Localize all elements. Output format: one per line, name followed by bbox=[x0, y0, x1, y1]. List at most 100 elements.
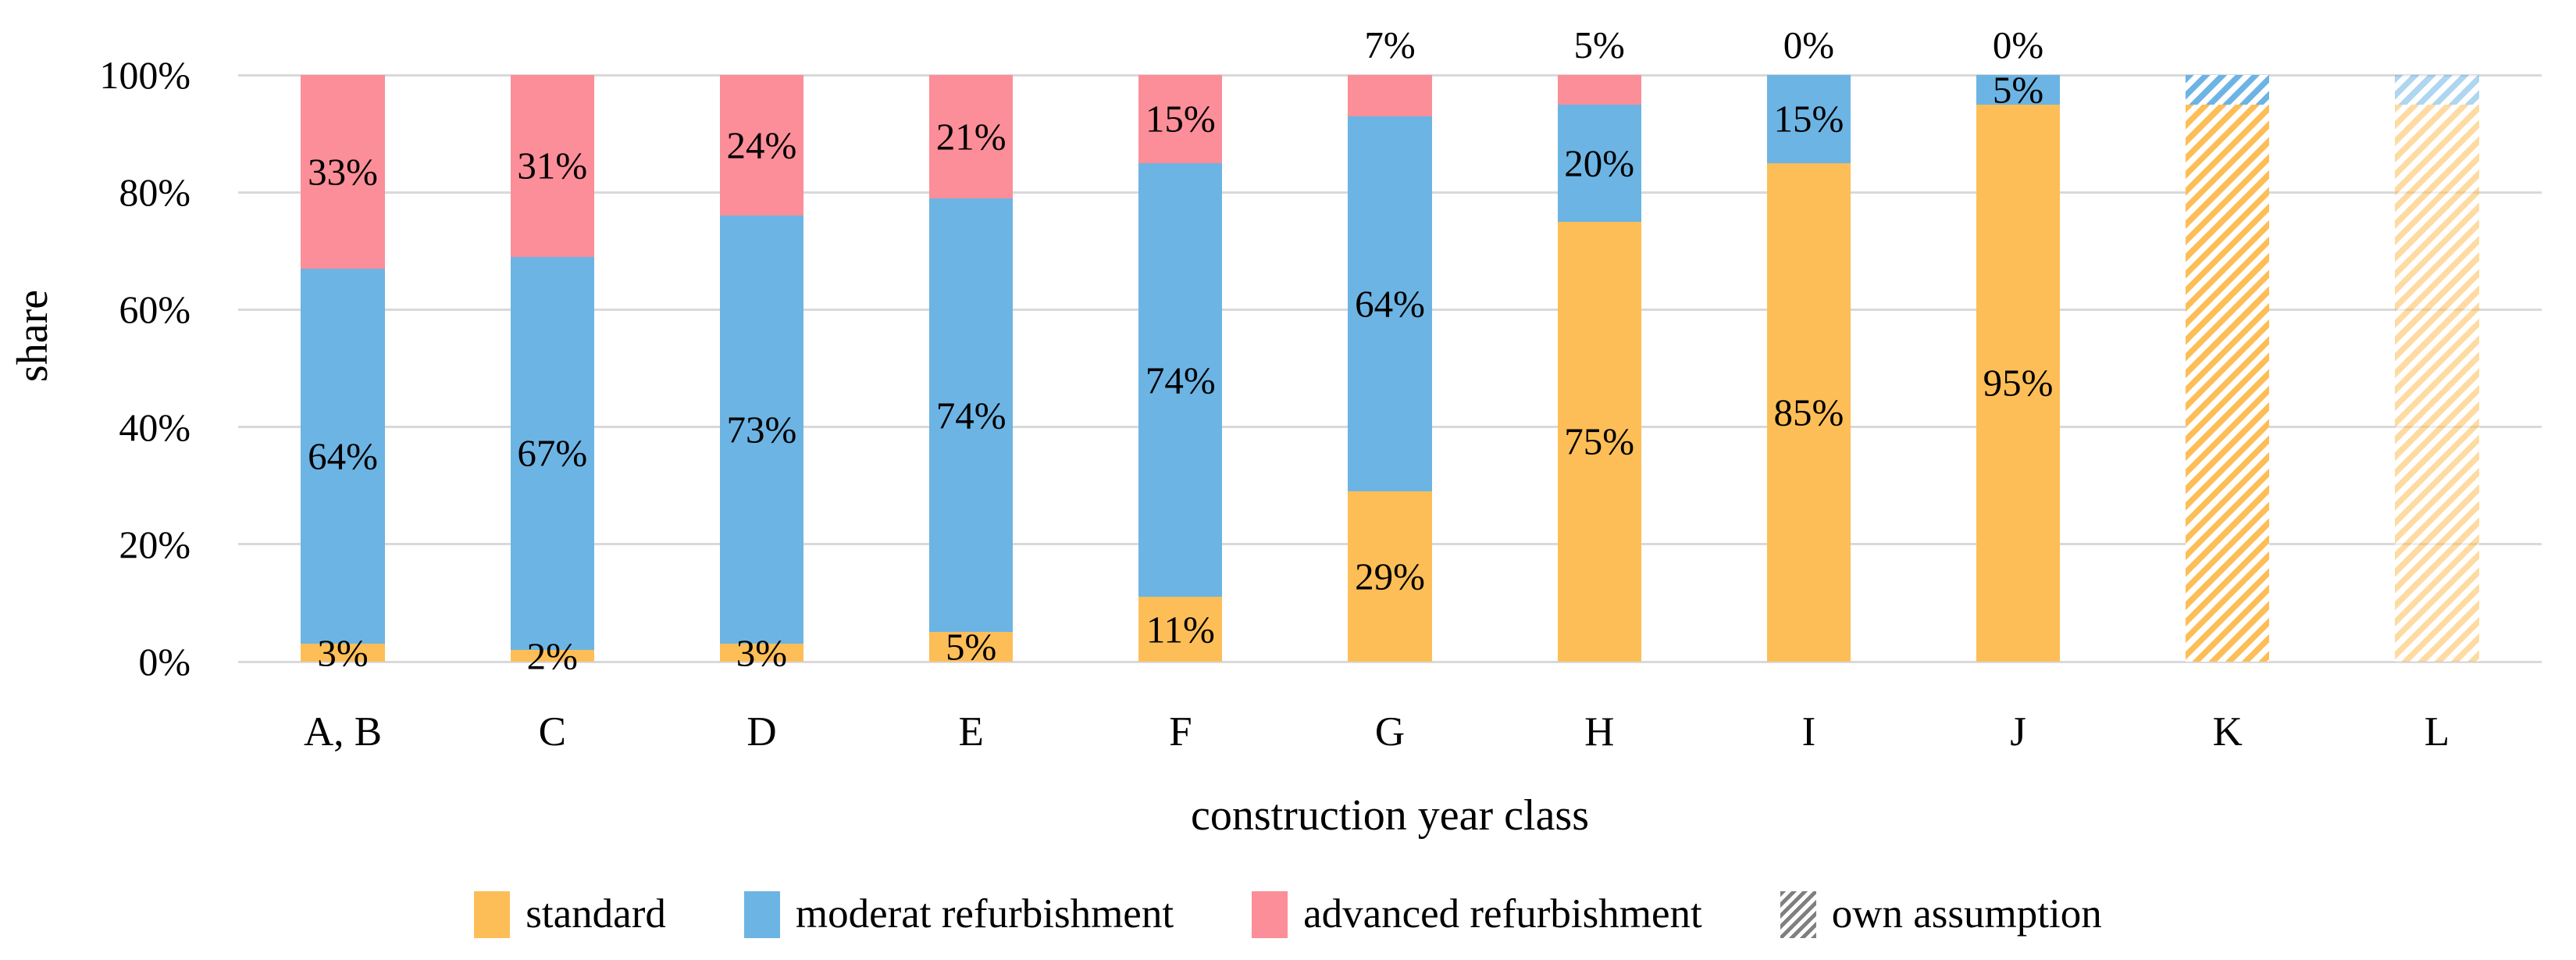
data-label-e-moderat: 74% bbox=[935, 394, 1007, 437]
bar-segment-i-moderat bbox=[1766, 75, 1851, 163]
data-label-i-standard: 85% bbox=[1773, 391, 1844, 434]
data-label-h-standard: 75% bbox=[1564, 419, 1635, 463]
x-tick-label-h: H bbox=[1584, 709, 1615, 755]
data-label-d-moderat: 73% bbox=[726, 408, 797, 451]
plot-area: 3% 64% 33% 2% 67% 31% 3% 73% 24% 5% 74% 21% 11% 74% 15… bbox=[238, 26, 2542, 675]
bar-slot: 29% 64% 7% bbox=[1285, 26, 1495, 662]
bar-segment-d-standard bbox=[719, 644, 804, 662]
bar-segment-e-advanced bbox=[929, 75, 1014, 198]
bar-segment-e-moderat bbox=[929, 198, 1014, 633]
data-label-f-advanced: 15% bbox=[1145, 97, 1216, 141]
bar-segment-f-standard bbox=[1138, 597, 1223, 662]
data-label-g-moderat: 64% bbox=[1355, 282, 1425, 326]
bar-slot bbox=[2332, 75, 2542, 662]
data-label-ab-advanced: 33% bbox=[308, 150, 379, 194]
bar-segment-g-advanced bbox=[1348, 75, 1432, 116]
bar-segment-f-moderat bbox=[1138, 162, 1223, 598]
bar-d bbox=[719, 75, 804, 662]
bar-slot: 2% 67% 31% bbox=[447, 75, 657, 675]
data-label-i-advanced: 0% bbox=[1783, 23, 1835, 66]
x-tick-label-d: D bbox=[746, 709, 777, 755]
bar-segment-e-standard bbox=[929, 632, 1014, 662]
bar-segment-l-moderat bbox=[2395, 75, 2479, 105]
x-tick-label-f: F bbox=[1169, 709, 1192, 755]
bar-segment-h-standard bbox=[1557, 221, 1641, 662]
data-label-g-standard: 29% bbox=[1355, 555, 1425, 598]
bar-i bbox=[1766, 75, 1851, 662]
data-label-j-standard: 95% bbox=[1983, 361, 2054, 405]
data-label-c-moderat: 67% bbox=[517, 431, 588, 475]
bar-segment-l-standard bbox=[2395, 104, 2479, 662]
data-label-f-moderat: 74% bbox=[1145, 359, 1216, 402]
x-tick-label-ab: A, B bbox=[304, 709, 383, 755]
bar-segment-j-standard bbox=[1976, 104, 2061, 662]
y-tick-label: 40% bbox=[119, 405, 191, 449]
bar-slot: 95% 5% 0% bbox=[1914, 26, 2123, 662]
data-label-h-moderat: 20% bbox=[1564, 141, 1635, 185]
x-axis-title-text: construction year class bbox=[1190, 791, 1590, 840]
legend: standard moderat refurbishment advanced re… bbox=[0, 881, 2576, 948]
bar-segment-h-moderat bbox=[1557, 104, 1641, 222]
data-label-e-advanced: 21% bbox=[935, 115, 1007, 159]
bar-slot: 5% 74% 21% bbox=[867, 75, 1076, 666]
legend-swatch-icon bbox=[1252, 890, 1288, 938]
bar-segment-d-advanced bbox=[719, 75, 804, 216]
bar-f bbox=[1138, 75, 1223, 662]
bar-k bbox=[2186, 75, 2270, 662]
y-tick-label: 20% bbox=[119, 522, 191, 566]
x-axis-title: construction year class bbox=[238, 790, 2542, 840]
legend-label: advanced refurbishment bbox=[1303, 891, 1702, 937]
bar-segment-g-standard bbox=[1348, 491, 1432, 662]
x-tick-label-i: I bbox=[1801, 709, 1816, 755]
bar-slot: 75% 20% 5% bbox=[1495, 26, 1704, 662]
bar-l bbox=[2395, 75, 2479, 662]
legend-swatch-icon bbox=[1780, 890, 1816, 938]
data-label-d-standard: 3% bbox=[736, 631, 788, 675]
legend-item-advanced: advanced refurbishment bbox=[1252, 890, 1702, 938]
data-label-c-standard: 2% bbox=[526, 634, 578, 677]
bar-segment-i-standard bbox=[1766, 162, 1851, 662]
bar-c bbox=[510, 75, 594, 662]
bar-g bbox=[1348, 75, 1432, 662]
legend-item-moderat: moderat refurbishment bbox=[743, 890, 1174, 938]
x-tick-label-g: G bbox=[1374, 709, 1406, 755]
bar-segment-k-moderat bbox=[2186, 75, 2270, 105]
legend-item-own-assumption: own assumption bbox=[1780, 890, 2102, 938]
data-label-f-standard: 11% bbox=[1145, 608, 1215, 651]
bar-segment-j-moderat bbox=[1976, 75, 2061, 105]
bar-h bbox=[1557, 75, 1641, 662]
legend-swatch-icon bbox=[474, 890, 511, 938]
bar-segment-ab-standard bbox=[301, 644, 385, 662]
y-tick-label: 80% bbox=[119, 170, 191, 215]
bar-segment-f-advanced bbox=[1138, 75, 1223, 163]
y-tick-label: 60% bbox=[119, 287, 191, 332]
gridline-100 bbox=[238, 73, 2542, 77]
legend-label: moderat refurbishment bbox=[795, 891, 1174, 937]
x-tick-label-c: C bbox=[538, 709, 566, 755]
bar-segment-ab-advanced bbox=[301, 75, 385, 269]
data-label-ab-standard: 3% bbox=[317, 631, 369, 675]
bar-slot: 85% 15% 0% bbox=[1704, 26, 1913, 662]
y-tick-label: 100% bbox=[99, 53, 191, 97]
bar-segment-g-moderat bbox=[1348, 116, 1432, 492]
bar-slot: 11% 74% 15% bbox=[1076, 75, 1285, 662]
bar-ab bbox=[301, 75, 385, 662]
gridline-0 bbox=[238, 660, 2542, 663]
bar-segment-c-advanced bbox=[510, 75, 594, 257]
x-tick-label-k: K bbox=[2212, 709, 2243, 755]
bar-e bbox=[929, 75, 1014, 662]
data-label-g-advanced: 7% bbox=[1364, 23, 1416, 66]
x-axis-labels: A, B C D E F G H I J K L bbox=[238, 703, 2542, 762]
data-label-ab-moderat: 64% bbox=[308, 434, 379, 478]
bar-slot: 3% 64% 33% bbox=[238, 75, 447, 672]
x-tick-label-l: L bbox=[2424, 709, 2450, 755]
data-label-h-advanced: 5% bbox=[1573, 23, 1625, 66]
data-label-i-moderat: 15% bbox=[1773, 97, 1844, 141]
bar-segment-c-standard bbox=[510, 649, 594, 662]
bar-j bbox=[1976, 75, 2061, 662]
data-label-e-standard: 5% bbox=[945, 625, 997, 669]
bar-segment-ab-moderat bbox=[301, 268, 385, 644]
data-label-c-advanced: 31% bbox=[517, 144, 588, 187]
legend-label: own assumption bbox=[1831, 891, 2102, 937]
bars-layer: 3% 64% 33% 2% 67% 31% 3% 73% 24% 5% 74% 21% 11% 74% 15… bbox=[238, 26, 2542, 675]
